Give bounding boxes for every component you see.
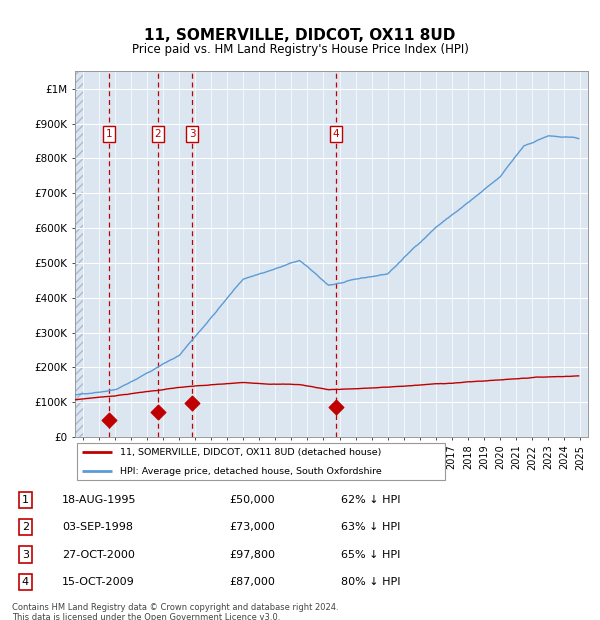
Point bbox=[153, 407, 163, 417]
Text: £73,000: £73,000 bbox=[229, 523, 275, 533]
Text: 15-OCT-2009: 15-OCT-2009 bbox=[62, 577, 134, 587]
Text: 1: 1 bbox=[106, 129, 112, 139]
Text: 63% ↓ HPI: 63% ↓ HPI bbox=[341, 523, 401, 533]
Text: 80% ↓ HPI: 80% ↓ HPI bbox=[341, 577, 401, 587]
Text: 4: 4 bbox=[22, 577, 29, 587]
FancyBboxPatch shape bbox=[77, 443, 445, 480]
Text: 18-AUG-1995: 18-AUG-1995 bbox=[62, 495, 136, 505]
Text: £50,000: £50,000 bbox=[229, 495, 275, 505]
Text: 03-SEP-1998: 03-SEP-1998 bbox=[62, 523, 133, 533]
Text: 11, SOMERVILLE, DIDCOT, OX11 8UD (detached house): 11, SOMERVILLE, DIDCOT, OX11 8UD (detach… bbox=[119, 448, 381, 457]
Text: £87,000: £87,000 bbox=[229, 577, 275, 587]
Point bbox=[331, 402, 341, 412]
Text: 2: 2 bbox=[155, 129, 161, 139]
Text: 62% ↓ HPI: 62% ↓ HPI bbox=[341, 495, 401, 505]
Point bbox=[104, 415, 114, 425]
Text: 65% ↓ HPI: 65% ↓ HPI bbox=[341, 549, 401, 559]
Text: Price paid vs. HM Land Registry's House Price Index (HPI): Price paid vs. HM Land Registry's House … bbox=[131, 43, 469, 56]
Text: 4: 4 bbox=[333, 129, 340, 139]
Text: 3: 3 bbox=[189, 129, 196, 139]
Text: 2: 2 bbox=[22, 523, 29, 533]
Text: 3: 3 bbox=[22, 549, 29, 559]
Bar bbox=[75, 71, 83, 437]
Point bbox=[188, 398, 197, 408]
Text: 27-OCT-2000: 27-OCT-2000 bbox=[62, 549, 135, 559]
Text: HPI: Average price, detached house, South Oxfordshire: HPI: Average price, detached house, Sout… bbox=[119, 467, 382, 476]
Text: £97,800: £97,800 bbox=[229, 549, 275, 559]
Text: 1: 1 bbox=[22, 495, 29, 505]
Text: 11, SOMERVILLE, DIDCOT, OX11 8UD: 11, SOMERVILLE, DIDCOT, OX11 8UD bbox=[145, 28, 455, 43]
Text: Contains HM Land Registry data © Crown copyright and database right 2024.
This d: Contains HM Land Registry data © Crown c… bbox=[12, 603, 338, 620]
